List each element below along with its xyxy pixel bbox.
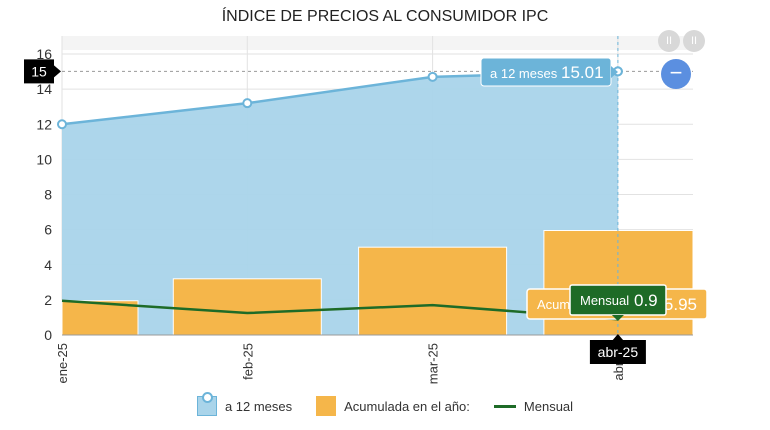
bar-acumulada <box>358 246 508 336</box>
tooltip-12-meses-label: a 12 meses <box>490 66 558 81</box>
x-crosshair-label: abr-25 <box>598 344 639 360</box>
pause-icon-2[interactable]: II <box>683 30 705 52</box>
chart-title: ÍNDICE DE PRECIOS AL CONSUMIDOR IPC <box>221 8 549 25</box>
plot-top-band <box>62 36 693 50</box>
y-tick-label: 2 <box>44 292 52 308</box>
legend-item-12-meses[interactable]: a 12 meses <box>196 392 293 416</box>
tooltip-12-meses-pointer <box>611 66 618 78</box>
y-crosshair-pointer <box>54 65 61 78</box>
y-tick-label: 10 <box>36 151 52 167</box>
point-12-meses <box>242 98 253 109</box>
bar-swatch-icon <box>316 396 337 416</box>
tooltip-mensual-value: 0.9 <box>634 291 658 310</box>
y-tick-label: 16 <box>36 46 52 62</box>
collapse-button[interactable]: − <box>661 59 691 89</box>
x-tick-label: mar-25 <box>426 343 441 384</box>
legend-item-mensual[interactable]: Mensual <box>493 398 574 414</box>
x-tick-label: feb-25 <box>240 343 255 380</box>
point-12-meses <box>427 71 438 82</box>
x-crosshair-label-box <box>589 340 646 364</box>
point-12-meses <box>57 119 67 130</box>
y-tick-label: 8 <box>44 187 52 203</box>
tooltip-acumulada-value: 5.95 <box>664 295 697 314</box>
area-swatch-icon <box>196 392 217 416</box>
legend-label-12-meses: a 12 meses <box>224 398 293 414</box>
line-mensual <box>61 299 618 321</box>
legend-label-acumulada: Acumulada en el año: <box>344 398 470 414</box>
bar-acumulada <box>172 278 322 336</box>
tooltip-mensual-pointer <box>611 315 624 321</box>
legend-item-acumulada[interactable]: Acumulada en el año: <box>316 396 470 416</box>
y-crosshair-label-box <box>24 59 54 84</box>
y-tick-label: 4 <box>44 257 52 273</box>
y-tick-label: 0 <box>44 327 52 343</box>
y-tick-label: 6 <box>44 222 52 238</box>
x-crosshair-pointer <box>611 334 624 341</box>
tooltip-mensual-label: Mensual <box>580 293 629 308</box>
line-swatch-icon <box>493 404 516 408</box>
x-tick-label: ene-25 <box>55 343 70 383</box>
tooltip-12-meses-value: 15.01 <box>561 63 604 82</box>
y-tick-label: 14 <box>36 81 52 97</box>
legend-label-mensual: Mensual <box>523 398 574 414</box>
legend: a 12 meses Acumulada en el año: Mensual <box>0 392 770 416</box>
y-crosshair-label: 15 <box>31 63 47 79</box>
y-tick-label: 12 <box>36 116 52 132</box>
pause-icon[interactable]: II <box>658 30 680 52</box>
